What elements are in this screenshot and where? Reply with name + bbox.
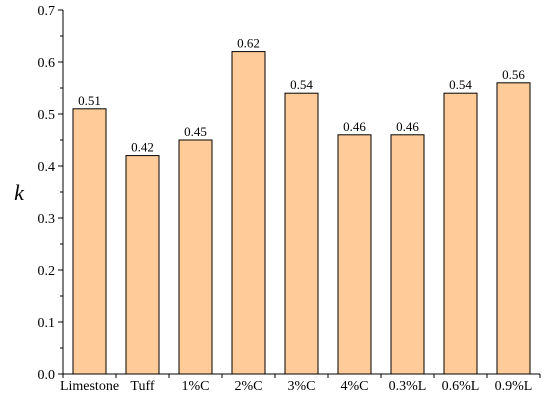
y-axis-title: k — [14, 180, 25, 205]
y-tick-label-4: 0.4 — [38, 160, 56, 175]
x-tick-label-5: 4%C — [341, 379, 369, 394]
x-tick-label-7: 0.6%L — [442, 379, 480, 394]
bar-5 — [337, 134, 372, 375]
data-label-8: 0.56 — [502, 67, 525, 82]
x-tick-label-6: 0.3%L — [389, 379, 427, 394]
x-tick-label-3: 2%C — [235, 379, 263, 394]
y-tick-label-2: 0.2 — [38, 264, 56, 279]
bar-1 — [125, 155, 160, 375]
bar-4 — [284, 92, 319, 375]
x-tick-label-2: 1%C — [182, 379, 210, 394]
y-tick-label-3: 0.3 — [38, 212, 56, 227]
data-label-5: 0.46 — [343, 119, 366, 134]
bar-8 — [496, 82, 531, 375]
x-tick-label-4: 3%C — [288, 379, 316, 394]
data-label-6: 0.46 — [396, 119, 419, 134]
y-tick-label-1: 0.1 — [38, 316, 56, 331]
x-tick-label-0: Limestone — [60, 379, 119, 394]
data-label-1: 0.42 — [131, 140, 154, 155]
data-label-7: 0.54 — [449, 77, 472, 92]
bar-3 — [231, 51, 266, 375]
data-label-0: 0.51 — [78, 93, 101, 108]
data-label-3: 0.62 — [237, 36, 260, 51]
bar-0 — [72, 108, 107, 375]
bar-2 — [178, 139, 213, 375]
x-tick-label-1: Tuff — [130, 379, 154, 394]
data-label-4: 0.54 — [290, 77, 313, 92]
plot-area: 0.51 Limestone 0.42 Tuff 0.45 1%C 0.62 2%C 0.54 3… — [38, 4, 541, 394]
bar-7 — [443, 92, 478, 375]
y-tick-label-6: 0.6 — [38, 56, 56, 71]
x-tick-label-8: 0.9%L — [495, 379, 533, 394]
y-tick-label-7: 0.7 — [38, 4, 56, 19]
y-tick-label-5: 0.5 — [38, 108, 56, 123]
y-tick-label-0: 0.0 — [38, 368, 56, 383]
data-label-2: 0.45 — [184, 124, 207, 139]
bar-6 — [390, 134, 425, 375]
